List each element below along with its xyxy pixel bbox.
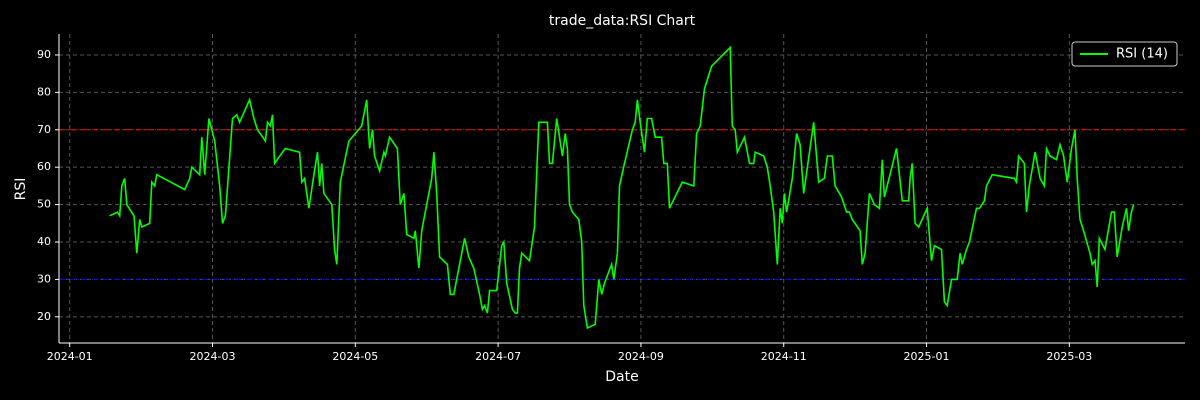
y-tick-label: 30 <box>37 272 51 285</box>
y-tick-label: 80 <box>37 85 51 98</box>
y-tick-label: 20 <box>37 310 51 323</box>
y-tick-label: 90 <box>37 48 51 61</box>
x-tick-label: 2024-05 <box>332 350 378 363</box>
x-tick-label: 2024-11 <box>761 350 807 363</box>
y-tick-label: 60 <box>37 160 51 173</box>
x-tick-label: 2024-09 <box>618 350 664 363</box>
legend-box <box>1071 41 1178 67</box>
x-tick-label: 2024-03 <box>190 350 236 363</box>
x-axis-label: Date <box>605 369 638 385</box>
y-tick-label: 70 <box>37 123 51 136</box>
x-tick-label: 2025-01 <box>904 350 950 363</box>
y-axis-label: RSI <box>13 178 29 201</box>
legend-label: RSI (14) <box>1116 47 1168 62</box>
x-tick-label: 2025-03 <box>1046 350 1092 363</box>
y-tick-label: 40 <box>37 235 51 248</box>
y-tick-label: 50 <box>37 198 51 211</box>
chart-title: trade_data:RSI Chart <box>549 13 696 29</box>
line-series <box>109 45 1135 330</box>
x-tick-label: 2024-01 <box>47 350 93 363</box>
x-tick-label: 2024-07 <box>475 350 521 363</box>
